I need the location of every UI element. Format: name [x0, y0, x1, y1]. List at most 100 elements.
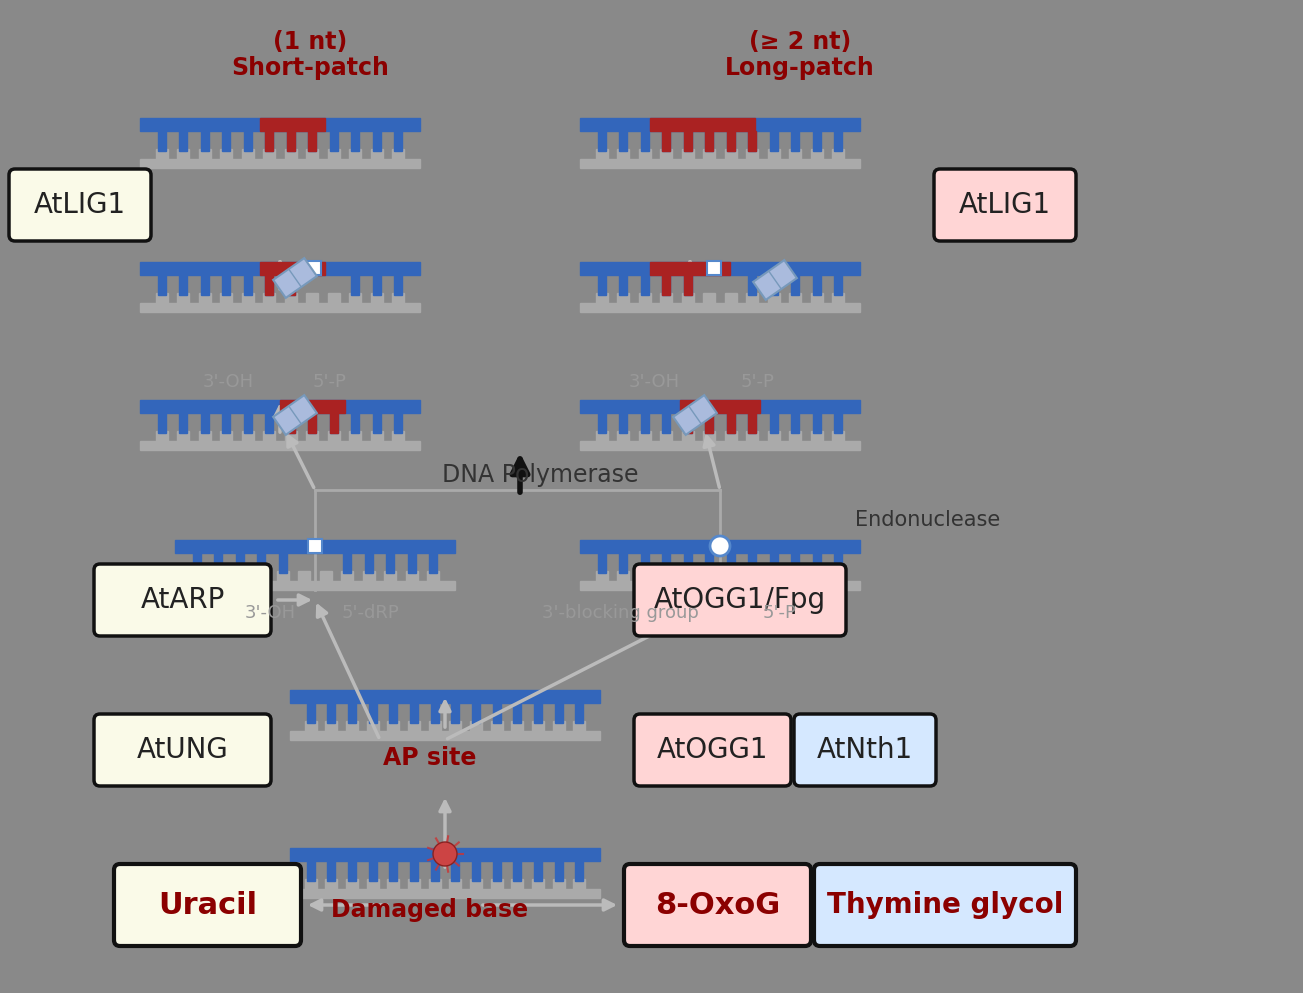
Bar [201, 131, 208, 151]
Bar [198, 431, 211, 441]
Bar [532, 721, 543, 731]
Bar [373, 275, 380, 295]
Bar [833, 431, 844, 441]
Bar [348, 861, 356, 881]
Bar [638, 431, 650, 441]
Bar [408, 553, 416, 573]
Bar [139, 400, 420, 413]
Text: Long-patch: Long-patch [726, 56, 874, 80]
Bar [552, 721, 564, 731]
Polygon shape [674, 395, 717, 435]
Bar [662, 131, 670, 151]
Bar [387, 879, 399, 889]
Bar [705, 413, 713, 433]
Bar [748, 275, 756, 295]
Bar [650, 118, 754, 131]
Bar [641, 553, 649, 573]
Bar [177, 431, 189, 441]
Bar [790, 431, 801, 441]
Bar [190, 571, 202, 581]
FancyBboxPatch shape [635, 714, 791, 786]
Bar [618, 431, 629, 441]
Bar [373, 413, 380, 433]
Bar [534, 703, 542, 723]
Bar [704, 431, 715, 441]
Bar [641, 275, 649, 295]
Bar [330, 413, 337, 433]
Bar [580, 303, 860, 312]
Bar [598, 413, 606, 433]
Bar [347, 721, 358, 731]
FancyBboxPatch shape [9, 169, 151, 241]
Bar [279, 553, 287, 573]
Text: 8-OxoG: 8-OxoG [655, 891, 780, 920]
Bar [431, 703, 439, 723]
Bar [349, 149, 361, 159]
Bar [255, 571, 267, 581]
Bar [598, 553, 606, 573]
Polygon shape [753, 260, 797, 300]
Bar [305, 721, 317, 731]
FancyBboxPatch shape [794, 714, 936, 786]
Bar [352, 131, 360, 151]
Bar [791, 413, 799, 433]
Bar [619, 275, 627, 295]
Bar [291, 889, 599, 898]
Bar [309, 131, 317, 151]
Bar [662, 275, 670, 295]
Polygon shape [274, 258, 317, 298]
Bar [470, 721, 482, 731]
Bar [291, 848, 599, 861]
FancyBboxPatch shape [635, 564, 846, 636]
Bar [241, 431, 254, 441]
Bar [681, 293, 693, 303]
Bar [684, 131, 692, 151]
Bar [408, 879, 420, 889]
Bar [810, 431, 823, 441]
Bar [198, 293, 211, 303]
Bar [450, 721, 461, 731]
Text: 5'-P: 5'-P [313, 373, 347, 391]
Bar [618, 149, 629, 159]
Bar [684, 553, 692, 573]
Bar [727, 131, 735, 151]
Bar [287, 131, 294, 151]
Bar [641, 131, 649, 151]
Text: 5'-P: 5'-P [764, 604, 797, 622]
Bar [158, 413, 165, 433]
Bar [770, 553, 778, 573]
Bar [348, 703, 356, 723]
Bar [573, 721, 585, 731]
Bar [280, 400, 345, 413]
Bar [236, 553, 244, 573]
FancyBboxPatch shape [624, 864, 810, 946]
Bar [241, 293, 254, 303]
Bar [555, 703, 563, 723]
Bar [450, 879, 461, 889]
Bar [214, 553, 222, 573]
Bar [328, 431, 340, 441]
Bar [661, 571, 672, 581]
Bar [387, 553, 395, 573]
Bar [392, 293, 404, 303]
Bar [287, 275, 294, 295]
Bar [662, 275, 670, 295]
Bar [309, 413, 317, 433]
Bar [220, 293, 232, 303]
Bar [327, 703, 335, 723]
Bar [681, 571, 693, 581]
Bar [534, 861, 542, 881]
Bar [330, 413, 337, 433]
Bar [747, 431, 758, 441]
Bar [662, 131, 670, 151]
Bar [580, 262, 860, 275]
Bar [681, 431, 693, 441]
Bar [347, 879, 358, 889]
Bar [392, 431, 404, 441]
Bar [680, 400, 760, 413]
Polygon shape [274, 395, 317, 435]
Bar [573, 879, 585, 889]
Bar [705, 413, 713, 433]
FancyBboxPatch shape [113, 864, 301, 946]
Bar [430, 553, 438, 573]
